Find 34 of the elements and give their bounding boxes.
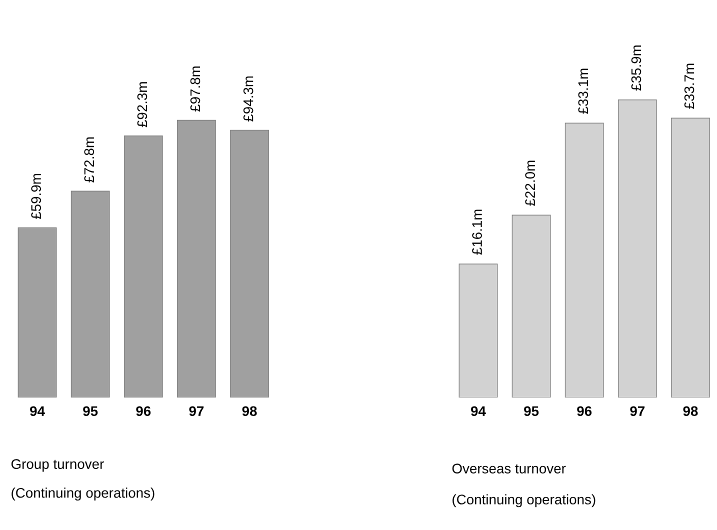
data-label: £92.3m	[137, 82, 148, 128]
x-tick-label: 96	[577, 406, 592, 416]
x-tick-label: 98	[683, 406, 698, 416]
bar	[70, 190, 110, 398]
x-tick-label: 97	[630, 406, 645, 416]
bar	[618, 100, 657, 398]
bar	[124, 136, 163, 398]
data-label: £97.8m	[190, 66, 200, 112]
data-label: £94.3m	[243, 76, 254, 122]
text: (Continuing operations)	[12, 488, 154, 501]
bar	[177, 120, 216, 398]
text: Overseas turnover	[452, 464, 566, 474]
data-label: £22.0m	[525, 160, 536, 206]
data-label: £35.9m	[631, 46, 642, 91]
x-tick-label: 98	[242, 406, 257, 416]
x-tick-label: 97	[189, 406, 204, 416]
bar	[18, 227, 57, 398]
bar	[458, 264, 498, 398]
bar	[230, 130, 269, 398]
text: Group turnover	[11, 459, 104, 472]
bar	[564, 122, 604, 398]
data-label: £72.8m	[84, 137, 94, 182]
text: (Continuing operations)	[452, 494, 596, 508]
x-tick-label: 94	[30, 406, 45, 416]
data-label: £16.1m	[472, 210, 482, 255]
x-tick-label: 95	[83, 406, 98, 416]
data-label: £59.9m	[31, 174, 42, 219]
data-label: £33.1m	[578, 68, 588, 114]
data-label: £33.7m	[684, 64, 694, 109]
x-tick-label: 96	[136, 406, 151, 416]
bar	[512, 214, 551, 398]
x-tick-label: 94	[470, 406, 486, 416]
bar	[671, 118, 710, 398]
x-tick-label: 95	[524, 406, 539, 416]
